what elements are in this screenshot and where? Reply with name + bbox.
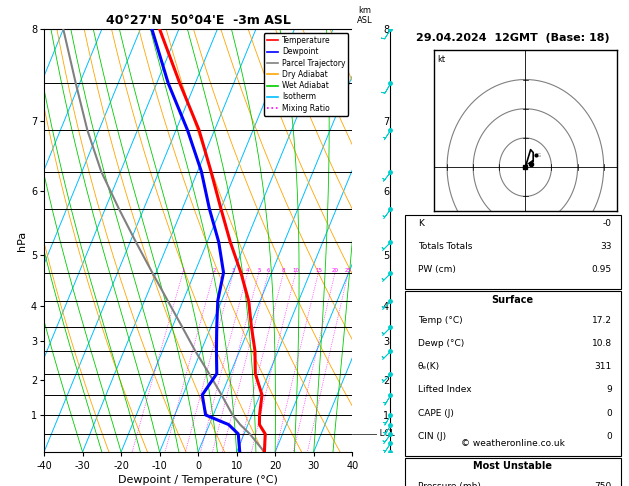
Bar bbox=[405, 215, 621, 289]
Text: 17.2: 17.2 bbox=[592, 315, 611, 325]
Text: 3: 3 bbox=[231, 268, 235, 273]
Text: 8: 8 bbox=[282, 268, 286, 273]
Text: LCL: LCL bbox=[377, 430, 395, 438]
Text: 6: 6 bbox=[267, 268, 270, 273]
Bar bbox=[405, 458, 621, 486]
Text: Totals Totals: Totals Totals bbox=[418, 242, 472, 251]
Text: 20: 20 bbox=[331, 268, 338, 273]
Text: 4: 4 bbox=[246, 268, 249, 273]
Text: 750: 750 bbox=[594, 483, 611, 486]
Text: 9: 9 bbox=[606, 385, 611, 394]
Text: 25: 25 bbox=[345, 268, 352, 273]
Text: CIN (J): CIN (J) bbox=[418, 432, 446, 441]
Text: 10: 10 bbox=[292, 268, 299, 273]
Title: 40°27'N  50°04'E  -3m ASL: 40°27'N 50°04'E -3m ASL bbox=[106, 14, 291, 27]
Text: θₑ(K): θₑ(K) bbox=[418, 362, 440, 371]
Text: km
ASL: km ASL bbox=[357, 5, 372, 25]
Text: 15: 15 bbox=[315, 268, 322, 273]
Text: Pressure (mb): Pressure (mb) bbox=[418, 483, 481, 486]
Text: Temp (°C): Temp (°C) bbox=[418, 315, 462, 325]
Text: © weatheronline.co.uk: © weatheronline.co.uk bbox=[460, 439, 565, 448]
X-axis label: Dewpoint / Temperature (°C): Dewpoint / Temperature (°C) bbox=[118, 475, 278, 485]
Text: Dewp (°C): Dewp (°C) bbox=[418, 339, 464, 348]
Text: 311: 311 bbox=[594, 362, 611, 371]
Text: kt: kt bbox=[438, 55, 446, 64]
Text: CAPE (J): CAPE (J) bbox=[418, 409, 454, 417]
Text: K: K bbox=[418, 219, 424, 227]
Bar bbox=[405, 291, 621, 456]
Text: Surface: Surface bbox=[492, 295, 533, 305]
Text: 2: 2 bbox=[213, 268, 216, 273]
Text: PW (cm): PW (cm) bbox=[418, 265, 456, 274]
Y-axis label: hPa: hPa bbox=[17, 230, 26, 251]
Legend: Temperature, Dewpoint, Parcel Trajectory, Dry Adiabat, Wet Adiabat, Isotherm, Mi: Temperature, Dewpoint, Parcel Trajectory… bbox=[264, 33, 348, 116]
Text: -0: -0 bbox=[603, 219, 611, 227]
Text: Lifted Index: Lifted Index bbox=[418, 385, 472, 394]
Text: 29.04.2024  12GMT  (Base: 18): 29.04.2024 12GMT (Base: 18) bbox=[416, 34, 610, 43]
Text: 0: 0 bbox=[606, 409, 611, 417]
Text: 0.95: 0.95 bbox=[592, 265, 611, 274]
Text: 0: 0 bbox=[606, 432, 611, 441]
Text: 1: 1 bbox=[181, 268, 185, 273]
Text: 5: 5 bbox=[257, 268, 260, 273]
Text: Most Unstable: Most Unstable bbox=[473, 462, 552, 471]
Text: 33: 33 bbox=[600, 242, 611, 251]
Text: G: G bbox=[537, 153, 542, 158]
Text: 10.8: 10.8 bbox=[592, 339, 611, 348]
